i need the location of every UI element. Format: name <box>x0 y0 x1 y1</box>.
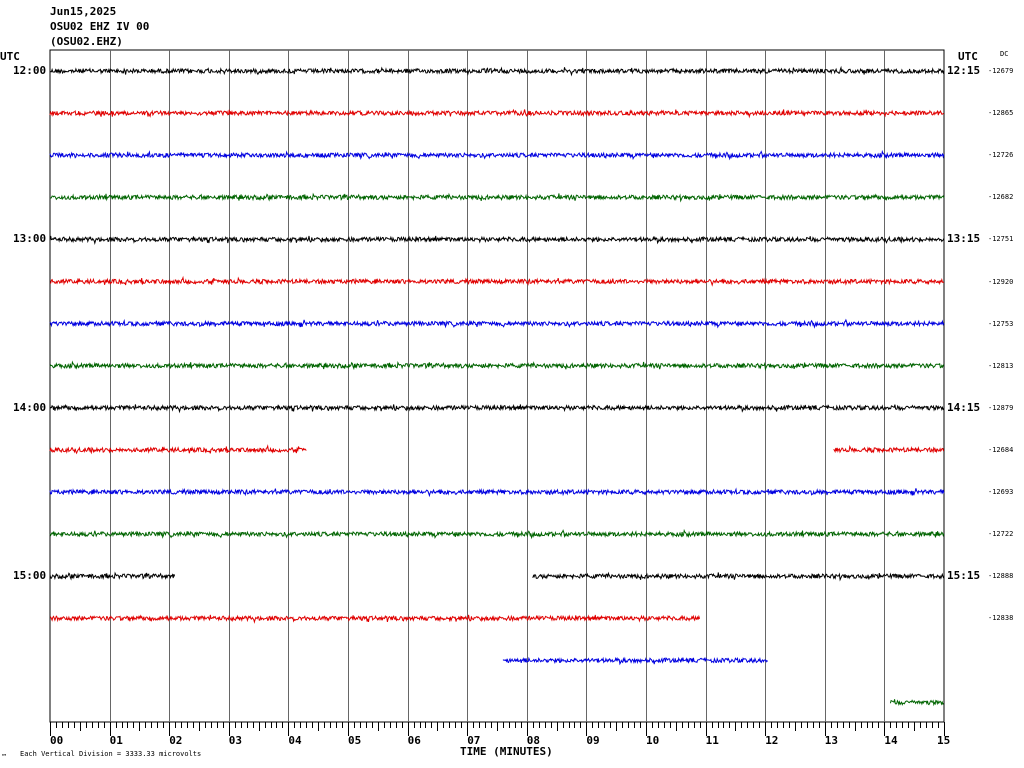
grid <box>49 49 945 723</box>
trace-segment <box>49 444 307 455</box>
header-date: Jun15,2025 <box>50 5 117 18</box>
x-tick-label: 15 <box>937 734 951 747</box>
right-hour-label: 15:15 <box>947 569 981 583</box>
right-hour-label: 13:15 <box>947 232 981 246</box>
dc-header: DC <box>1000 50 1009 58</box>
x-tick-label: 04 <box>288 734 302 747</box>
trace-segment <box>502 656 768 666</box>
seismic-traces <box>49 65 945 707</box>
x-tick-label: 09 <box>586 734 600 747</box>
dc-value: -12813 <box>988 361 1014 370</box>
trace-segment <box>49 487 945 498</box>
x-axis-title: TIME (MINUTES) <box>460 745 553 758</box>
x-tick-label: 03 <box>228 734 243 747</box>
dc-value: -12682 <box>988 193 1014 202</box>
footer-mark: ™ <box>2 753 7 761</box>
right-hour-label: 12:15 <box>947 64 981 77</box>
x-tick-label: 14 <box>884 734 898 747</box>
trace-segment <box>833 444 945 454</box>
dc-value: -12751 <box>988 235 1014 244</box>
dc-value: -12722 <box>988 530 1014 539</box>
dc-value: -12879 <box>988 403 1014 412</box>
x-tick-label: 06 <box>407 734 421 747</box>
trace-segment <box>49 614 701 624</box>
trace-segment <box>49 275 945 287</box>
trace-segment <box>532 571 945 582</box>
x-tick-label: 13 <box>824 734 839 747</box>
footer-note: Each Vertical Division = 3333.33 microvo… <box>20 750 202 758</box>
left-hour-label: 15:00 <box>13 569 47 583</box>
dc-value: -12753 <box>988 319 1014 328</box>
dc-value: -12865 <box>988 109 1014 118</box>
trace-segment <box>49 360 945 372</box>
time-axis <box>50 722 945 736</box>
dc-value: -12838 <box>988 614 1014 623</box>
trace-segment <box>49 235 945 245</box>
x-tick-label: 10 <box>646 734 660 747</box>
header-station: OSU02 EHZ IV 00 <box>50 20 150 33</box>
x-tick-label: 07 <box>467 734 481 747</box>
right-hour-label: 14:15 <box>947 400 981 414</box>
left-hour-label: 12:00 <box>13 64 47 77</box>
dc-value: -12920 <box>988 277 1014 286</box>
dc-value: -12693 <box>988 488 1014 496</box>
trace-segment <box>889 699 944 707</box>
x-tick-label: 11 <box>705 734 719 747</box>
x-tick-label: 02 <box>169 734 183 747</box>
x-tick-label: 00 <box>50 734 64 747</box>
trace-segment <box>49 149 945 161</box>
x-tick-label: 05 <box>348 734 362 747</box>
trace-segment <box>49 318 945 329</box>
dc-value: -12684 <box>988 445 1014 454</box>
trace-segment <box>49 108 944 119</box>
plot-frame <box>49 49 945 723</box>
trace-segment <box>49 528 945 540</box>
left-utc-label: UTC <box>0 50 20 63</box>
trace-segment <box>49 571 176 581</box>
x-tick-label: 12 <box>765 734 779 747</box>
header-code: (OSU02.EHZ) <box>50 35 123 48</box>
dc-value: -12726 <box>988 151 1014 160</box>
left-hour-label: 14:00 <box>13 400 47 414</box>
x-tick-label: 01 <box>109 734 123 747</box>
trace-segment <box>49 65 945 77</box>
dc-value: -12679 <box>988 67 1014 75</box>
x-tick-label: 08 <box>526 734 541 747</box>
right-utc-label: UTC <box>958 50 978 63</box>
trace-segment <box>49 192 945 203</box>
dc-value: -12888 <box>988 572 1014 581</box>
trace-segment <box>49 403 945 414</box>
left-hour-label: 13:00 <box>13 232 47 246</box>
